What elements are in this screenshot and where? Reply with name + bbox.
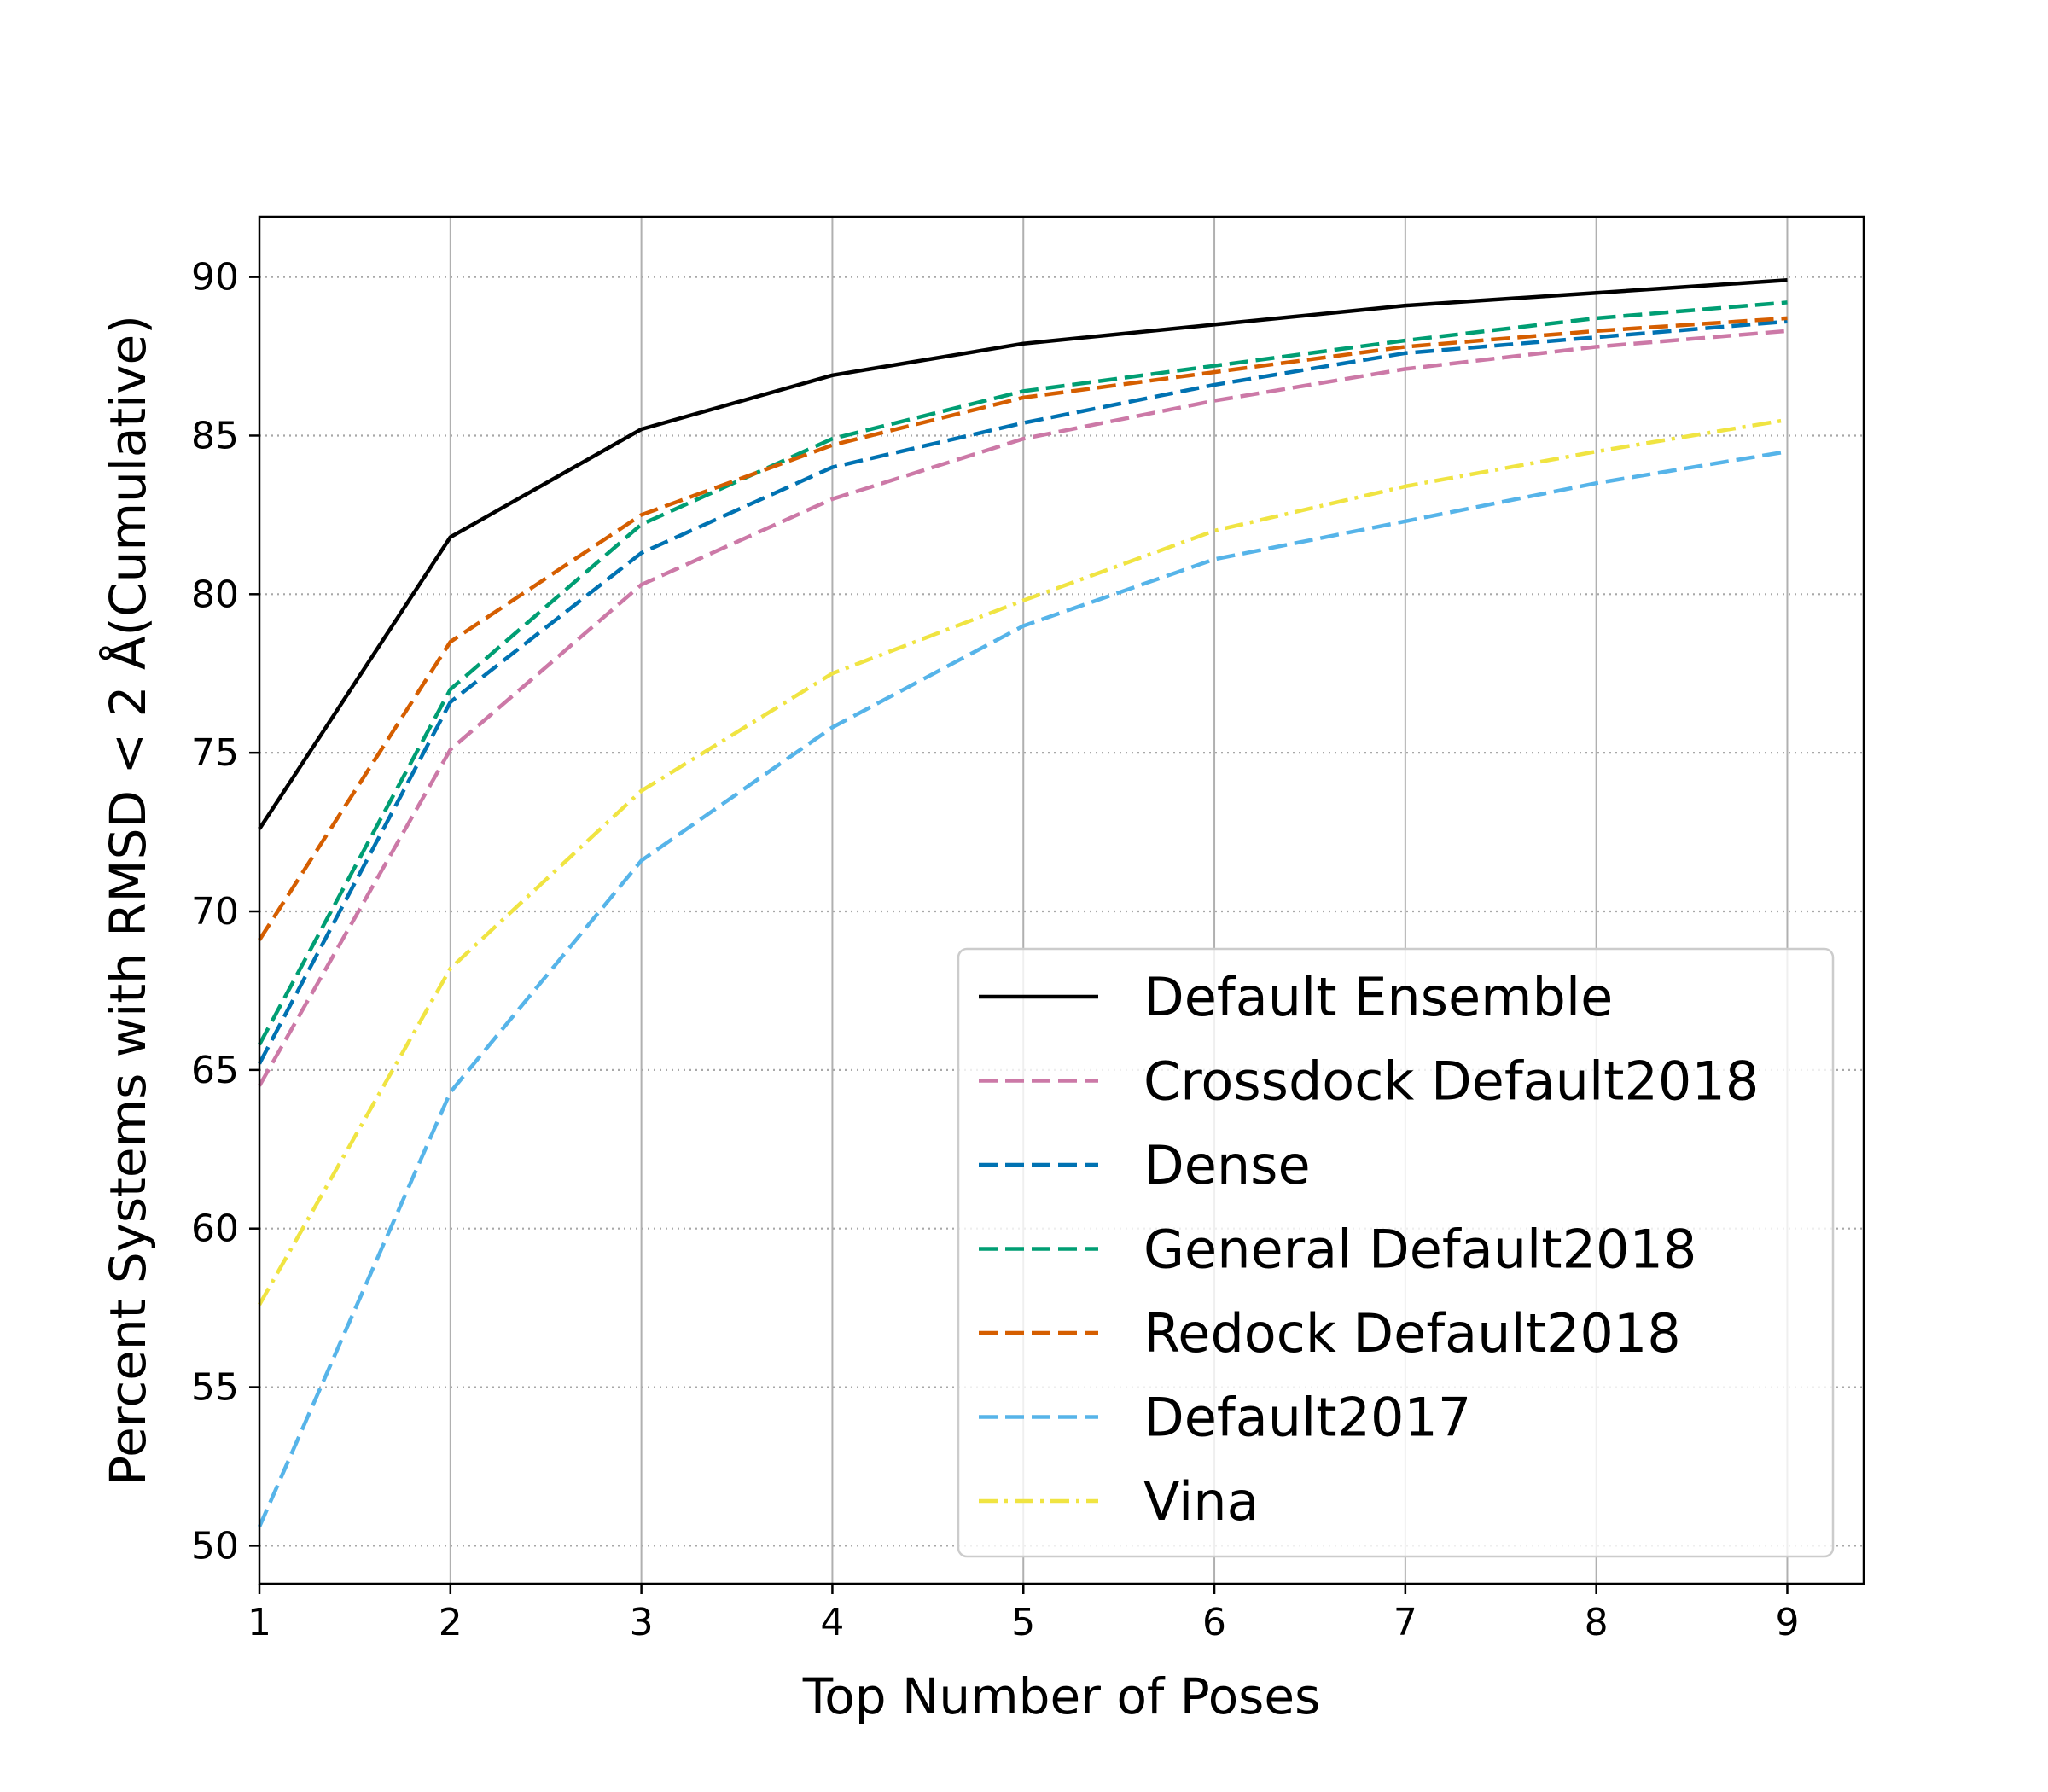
legend-label: Default Ensemble xyxy=(1143,966,1613,1028)
legend-label: Vina xyxy=(1143,1470,1260,1533)
x-axis-label: Top Number of Poses xyxy=(802,1667,1321,1725)
legend-label: Crossdock Default2018 xyxy=(1143,1050,1759,1113)
x-tick-label: 1 xyxy=(247,1601,271,1644)
y-tick-label: 70 xyxy=(191,890,239,934)
series-line-default2017 xyxy=(257,449,1788,1528)
y-tick-label: 90 xyxy=(191,256,239,300)
x-tick-label: 3 xyxy=(630,1601,654,1644)
y-tick-label: 60 xyxy=(191,1207,239,1251)
x-tick-label: 2 xyxy=(439,1601,463,1644)
legend-label: Default2017 xyxy=(1143,1387,1471,1449)
series-line-default-ensemble xyxy=(258,278,1788,830)
x-tick-label: 4 xyxy=(820,1601,844,1644)
y-tick-label: 80 xyxy=(191,573,239,616)
y-axis-label: Percent Systems with RMSD < 2 Å(Cumulati… xyxy=(98,315,157,1486)
series-line-vina xyxy=(258,417,1788,1306)
x-tick-label: 5 xyxy=(1011,1601,1035,1644)
x-tick-label: 9 xyxy=(1775,1601,1799,1644)
series-line-dense xyxy=(258,319,1788,1065)
legend: Default Ensemble Crossdock Default2018 Den… xyxy=(957,947,1835,1558)
x-tick-label: 7 xyxy=(1393,1601,1417,1644)
y-tick-label: 75 xyxy=(191,731,239,775)
axis-ticks: 1 2 3 4 5 6 7 8 9 50 55 60 65 70 75 80 85 90 xyxy=(191,256,1799,1644)
y-tick-label: 65 xyxy=(191,1049,239,1092)
x-tick-label: 8 xyxy=(1585,1601,1609,1644)
series-line-crossdock-default2018 xyxy=(258,329,1788,1087)
legend-label: General Default2018 xyxy=(1143,1219,1696,1281)
y-tick-label: 55 xyxy=(191,1366,239,1410)
series-lines xyxy=(257,278,1788,1528)
y-tick-label: 85 xyxy=(191,414,239,457)
x-tick-label: 6 xyxy=(1202,1601,1226,1644)
series-line-general-default2018 xyxy=(258,300,1788,1046)
legend-label: Redock Default2018 xyxy=(1143,1302,1681,1364)
legend-box xyxy=(957,947,1835,1558)
series-line-redock-default2018 xyxy=(258,316,1788,941)
plot-frame xyxy=(258,215,1865,1585)
legend-label: Dense xyxy=(1143,1134,1311,1196)
y-tick-label: 50 xyxy=(191,1524,239,1568)
